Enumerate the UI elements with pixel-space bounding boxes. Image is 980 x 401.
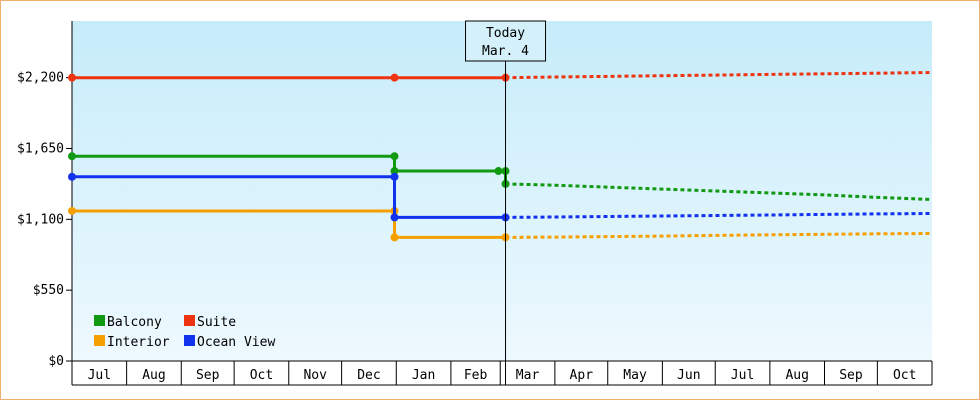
- today-label-date: Mar. 4: [482, 44, 529, 59]
- x-month-label: Aug: [785, 368, 808, 383]
- y-tick-label: $0: [48, 354, 64, 369]
- x-month-label: Jan: [412, 368, 435, 383]
- legend-item-ocean-view: Ocean View: [184, 335, 275, 350]
- y-tick-label: $2,200: [17, 71, 64, 86]
- series-suite: [68, 71, 931, 82]
- series-history-line: [72, 209, 506, 239]
- x-month-label: Oct: [250, 368, 273, 383]
- x-month-label: Sep: [196, 368, 220, 383]
- x-month-label: Dec: [357, 368, 380, 383]
- x-month-label: Jul: [88, 368, 111, 383]
- data-point: [390, 172, 399, 181]
- x-month-label: Jul: [731, 368, 754, 383]
- x-month-label: Aug: [142, 368, 165, 383]
- legend-label: Interior: [107, 335, 170, 350]
- data-point: [68, 73, 76, 82]
- y-tick-label: $1,650: [17, 142, 64, 157]
- legend-label: Balcony: [107, 315, 162, 330]
- legend-item-suite: Suite: [184, 315, 236, 330]
- x-month-label: May: [623, 368, 647, 383]
- legend-item-interior: Interior: [94, 335, 170, 350]
- x-month-label: Apr: [570, 368, 594, 383]
- series-ocean-view: [68, 172, 931, 222]
- series-history-line: [72, 175, 506, 219]
- data-point: [390, 233, 399, 242]
- today-label-title: Today: [486, 26, 525, 41]
- legend-swatch: [94, 315, 105, 326]
- legend-swatch: [94, 335, 105, 346]
- legend-label: Ocean View: [197, 335, 275, 350]
- today-label-box: [465, 20, 547, 62]
- x-month-label: Nov: [303, 368, 327, 383]
- data-point: [390, 152, 399, 161]
- data-point: [68, 152, 76, 161]
- x-month-label: Oct: [893, 368, 916, 383]
- x-month-label: Jun: [677, 368, 700, 383]
- legend-item-balcony: Balcony: [94, 315, 162, 330]
- data-point: [390, 213, 399, 222]
- data-point: [68, 172, 76, 181]
- data-point: [390, 73, 399, 82]
- y-tick-label: $550: [33, 283, 64, 298]
- legend-swatch: [184, 315, 195, 326]
- legend-label: Suite: [197, 315, 236, 330]
- data-point: [390, 167, 399, 176]
- plot-area: [72, 21, 932, 361]
- x-month-label: Mar: [516, 368, 540, 383]
- x-month-label: Sep: [839, 368, 863, 383]
- legend-swatch: [184, 335, 195, 346]
- data-point: [68, 206, 76, 215]
- data-point: [494, 167, 503, 176]
- y-tick-label: $1,100: [17, 212, 64, 227]
- x-month-label: Feb: [464, 368, 488, 383]
